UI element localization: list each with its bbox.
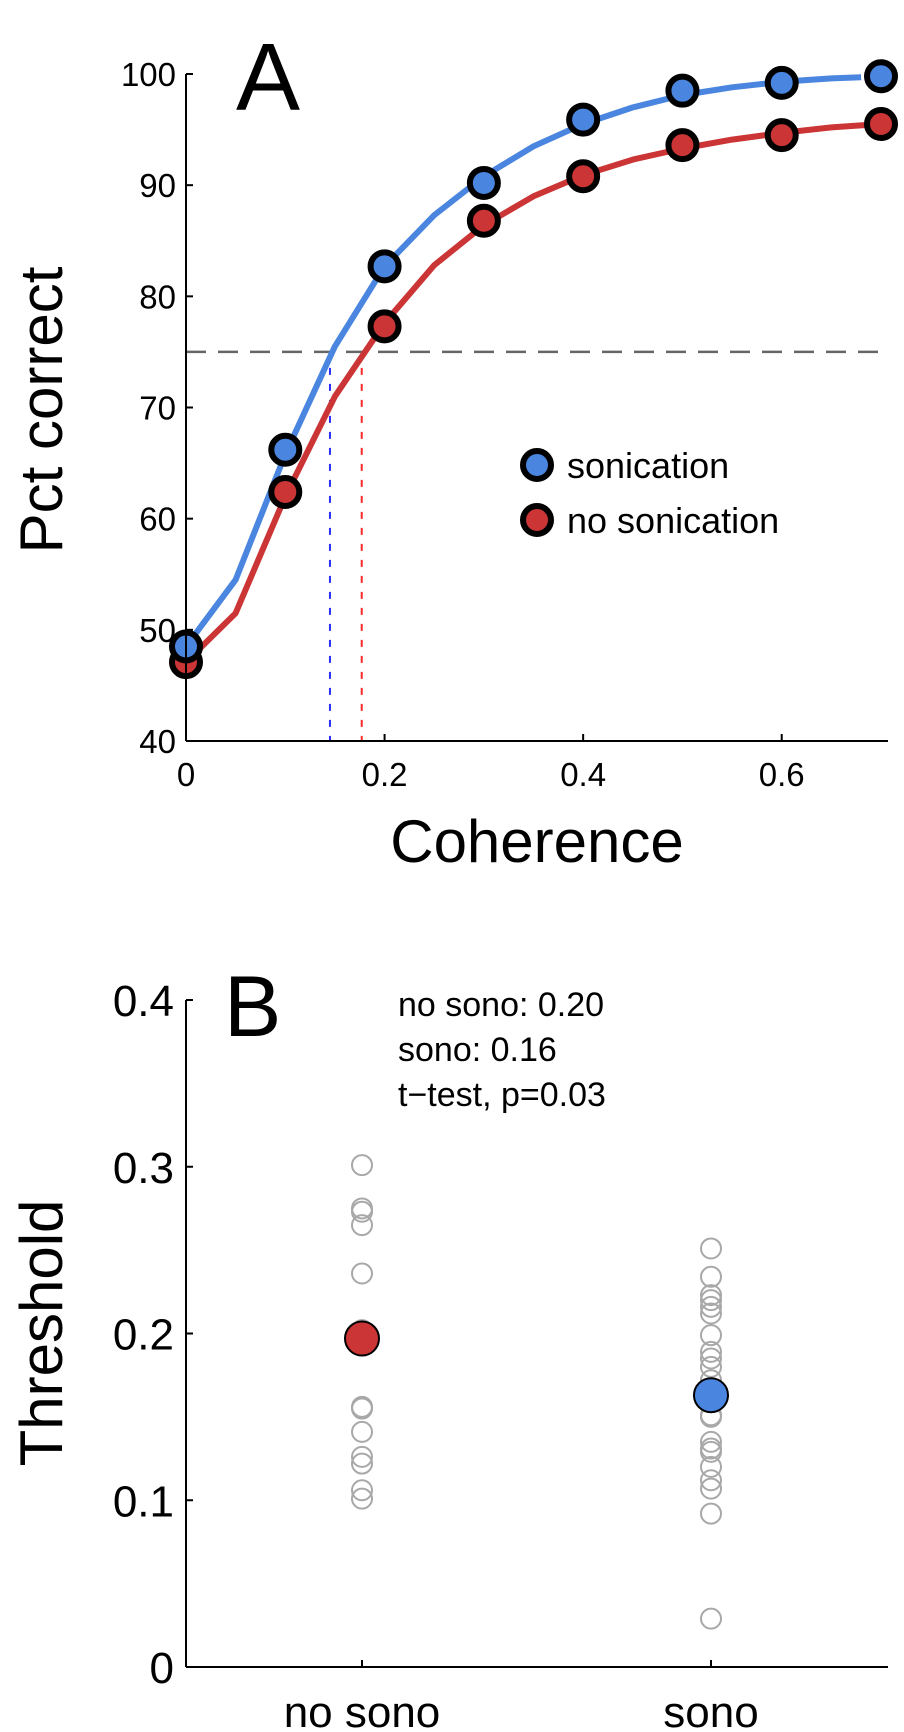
- a-x-tick-label: 0: [177, 756, 195, 793]
- threshold-point-no-sono: [351, 1200, 373, 1223]
- b-y-axis-label: Threshold: [8, 1200, 75, 1467]
- panel-a: A 40 50 60 70 80 90 100 0 0.2 0.4 0.6 Coherence Pc…: [8, 24, 898, 875]
- fit-curve-no-sonication: [183, 121, 882, 665]
- a-y-tick-label: 60: [139, 501, 176, 538]
- point-no-sonication: [665, 128, 700, 163]
- point-no-sonication: [864, 107, 898, 142]
- b-y-tick-label: 0.4: [113, 977, 174, 1026]
- fit-curve-sonication: [183, 74, 862, 649]
- b-category-label: sono: [663, 1688, 758, 1732]
- a-fit-curves: [183, 74, 882, 665]
- b-ticks: 0 0.1 0.2 0.3 0.4 no sono sono: [113, 977, 759, 1732]
- threshold-point-sono: [700, 1347, 722, 1370]
- a-x-tick-label: 0.4: [560, 756, 606, 793]
- point-no-sonication: [566, 159, 601, 194]
- point-sonication: [864, 59, 898, 94]
- a-data-points: [169, 59, 898, 680]
- annotation-sono: sono: 0.16: [398, 1031, 557, 1069]
- threshold-point-sono: [700, 1502, 722, 1525]
- a-y-tick-label: 70: [139, 390, 176, 427]
- threshold-point-no-sono: [351, 1445, 373, 1468]
- annotation-t-test: t−test, p=0.03: [398, 1076, 606, 1114]
- threshold-point-sono: [700, 1237, 722, 1260]
- b-data-points: [344, 1154, 729, 1630]
- panel-a-letter: A: [236, 24, 300, 131]
- legend-sonication-label: sonication: [567, 445, 729, 486]
- b-y-tick-label: 0: [150, 1644, 174, 1693]
- a-legend: sonication no sonication: [520, 445, 779, 541]
- threshold-point-sono: [700, 1440, 722, 1463]
- b-y-tick-label: 0.3: [113, 1144, 174, 1193]
- point-no-sonication: [764, 118, 799, 153]
- threshold-point-sono: [700, 1340, 722, 1363]
- a-x-axis-label: Coherence: [390, 808, 684, 875]
- annotation-no-sono: no sono: 0.20: [398, 986, 604, 1024]
- a-y-tick-label: 40: [139, 723, 176, 760]
- threshold-point-sono: [700, 1324, 722, 1347]
- threshold-point-sono: [700, 1430, 722, 1453]
- threshold-point-no-sono: [351, 1395, 373, 1418]
- threshold-point-no-sono: [351, 1479, 373, 1502]
- point-no-sonication: [367, 309, 402, 344]
- b-category-label: no sono: [284, 1688, 441, 1732]
- mean-point-sono: [693, 1377, 729, 1414]
- a-axes: [185, 74, 888, 742]
- a-y-tick-label: 50: [139, 612, 176, 649]
- a-y-tick-label: 100: [121, 56, 176, 93]
- legend-no-sonication-marker: [520, 503, 554, 537]
- threshold-point-sono: [700, 1295, 722, 1318]
- threshold-point-no-sono: [351, 1154, 373, 1177]
- point-sonication: [665, 73, 700, 108]
- a-ticks: 40 50 60 70 80 90 100 0 0.2 0.4 0.6: [121, 56, 805, 793]
- threshold-point-no-sono: [351, 1452, 373, 1475]
- threshold-point-sono: [700, 1284, 722, 1307]
- point-sonication: [566, 102, 601, 137]
- panel-b-letter: B: [224, 959, 281, 1055]
- point-no-sonication: [466, 203, 501, 238]
- threshold-point-no-sono: [351, 1487, 373, 1510]
- threshold-point-no-sono: [351, 1262, 373, 1285]
- mean-point-no-sono: [344, 1320, 380, 1357]
- threshold-point-sono: [700, 1477, 722, 1500]
- threshold-point-sono: [700, 1265, 722, 1288]
- a-y-tick-label: 80: [139, 278, 176, 315]
- a-x-tick-label: 0.6: [759, 756, 805, 793]
- a-y-axis-label: Pct correct: [8, 266, 75, 553]
- a-y-tick-label: 90: [139, 167, 176, 204]
- a-x-tick-label: 0.2: [362, 756, 408, 793]
- b-y-tick-label: 0.1: [113, 1477, 174, 1526]
- point-no-sonication: [268, 474, 303, 509]
- legend-no-sonication-label: no sonication: [567, 500, 779, 541]
- point-sonication: [466, 165, 501, 200]
- b-y-tick-label: 0.2: [113, 1311, 174, 1360]
- point-sonication: [764, 65, 799, 100]
- point-sonication: [367, 249, 402, 284]
- threshold-point-sono: [700, 1469, 722, 1492]
- threshold-point-no-sono: [351, 1397, 373, 1420]
- panel-b: B no sono: 0.20 sono: 0.16 t−test, p=0.0…: [8, 959, 888, 1732]
- threshold-point-no-sono: [351, 1420, 373, 1443]
- threshold-point-sono: [700, 1607, 722, 1630]
- threshold-point-sono: [700, 1289, 722, 1312]
- threshold-point-sono: [700, 1302, 722, 1325]
- threshold-point-sono: [700, 1355, 722, 1378]
- threshold-point-sono: [700, 1455, 722, 1478]
- a-threshold-lines: [186, 350, 888, 741]
- legend-sonication-marker: [520, 448, 554, 482]
- threshold-point-no-sono: [351, 1214, 373, 1237]
- point-sonication: [268, 432, 303, 467]
